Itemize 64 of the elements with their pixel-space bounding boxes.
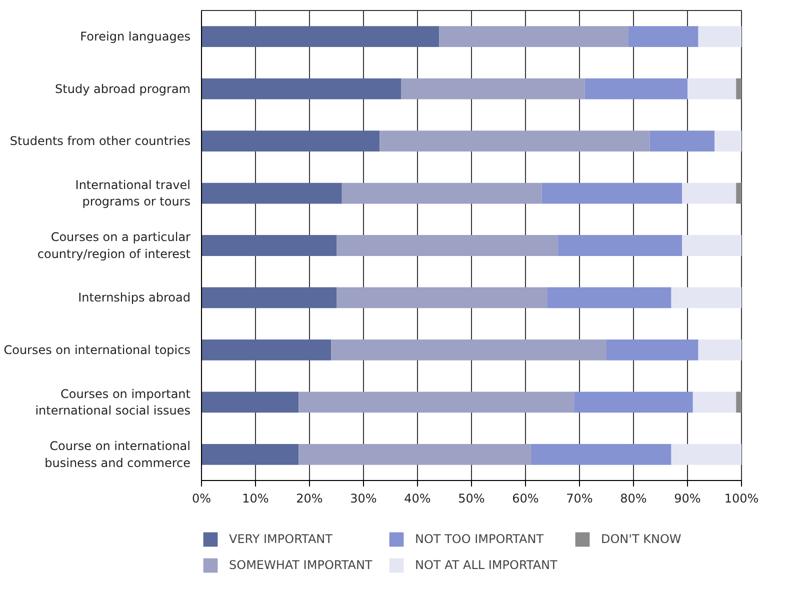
legend-label: VERY IMPORTANT (229, 532, 334, 546)
x-tick-label: 90% (674, 492, 701, 506)
bar (714, 130, 742, 152)
x-tick-label: 50% (458, 492, 485, 506)
x-tick-label: 100% (724, 492, 759, 506)
bar (202, 130, 380, 152)
y-tick-label: Courses on important international social issues (35, 386, 191, 418)
bar (671, 287, 742, 308)
y-tick-label: Internships abroad (78, 290, 190, 305)
bar (342, 182, 542, 204)
bar (331, 340, 606, 360)
x-tick-label: 40% (404, 492, 431, 506)
x-tick-label: 20% (296, 492, 323, 506)
x-tick-label: 10% (242, 492, 269, 506)
bar (671, 444, 742, 465)
bar (650, 130, 714, 152)
legend-label: NOT TOO IMPORTANT (415, 532, 545, 546)
x-tick-label: 60% (512, 492, 539, 506)
bar (628, 26, 698, 48)
bar (698, 340, 742, 360)
bar (547, 287, 672, 308)
bar (584, 78, 688, 100)
y-tick-label: Foreign languages (80, 30, 191, 44)
bar (736, 78, 742, 100)
bar (606, 340, 698, 360)
bar (574, 392, 693, 413)
bar (202, 26, 440, 48)
legend-label: NOT AT ALL IMPORTANT (415, 558, 558, 572)
bar (542, 182, 682, 204)
bar (682, 235, 742, 256)
bar (682, 182, 736, 204)
bar (202, 235, 336, 256)
bar (202, 392, 299, 413)
y-tick-label: Courses on a particular country/region of interest (37, 230, 191, 261)
bar (298, 444, 531, 465)
bar (202, 340, 332, 360)
y-tick-label: Students from other countries (10, 134, 191, 148)
bar (202, 444, 299, 465)
bar (439, 26, 628, 48)
bar (558, 235, 682, 256)
legend-label: SOMEWHAT IMPORTANT (229, 558, 374, 572)
bar (336, 235, 558, 256)
bar (202, 182, 342, 204)
y-tick-label: Study abroad program (55, 82, 190, 96)
y-tick-label: International travel programs or tours (75, 178, 191, 209)
x-tick-label: 0% (192, 492, 212, 506)
bar (401, 78, 585, 100)
bar (736, 392, 742, 413)
bar (380, 130, 650, 152)
x-tick-label: 30% (350, 492, 377, 506)
bar (736, 182, 742, 204)
legend-label: DON'T KNOW (601, 532, 682, 546)
y-tick-label: Courses on international topics (4, 342, 191, 357)
bar (202, 287, 336, 308)
x-tick-label: 70% (566, 492, 593, 506)
x-tick-label: 80% (620, 492, 647, 506)
bar (202, 78, 402, 100)
bar (692, 392, 736, 413)
bar (698, 26, 742, 48)
bar (298, 392, 574, 413)
bar (336, 287, 548, 308)
y-tick-label: Course on international business and commerce (44, 438, 191, 470)
bar (688, 78, 736, 100)
bar (530, 444, 672, 465)
